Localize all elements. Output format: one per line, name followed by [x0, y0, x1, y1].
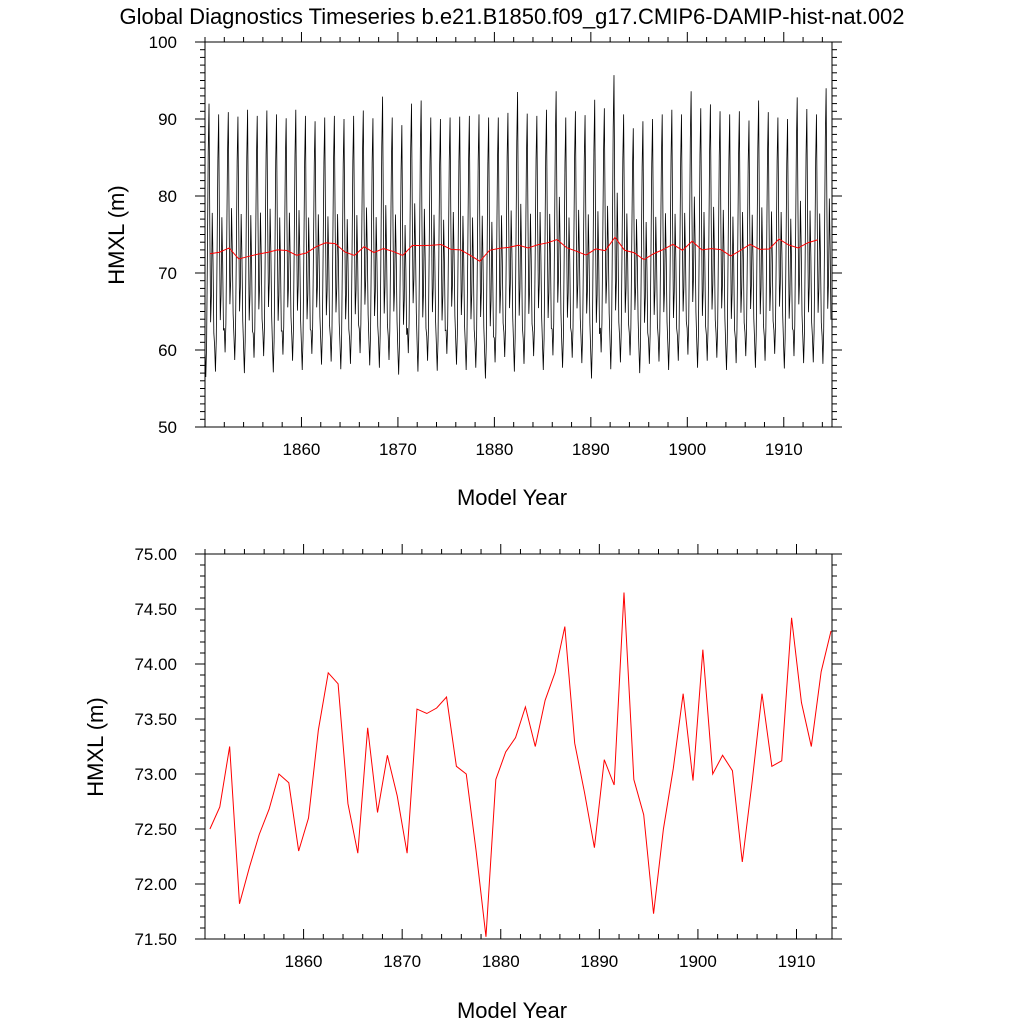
- y-tick-label: 74.50: [134, 600, 177, 619]
- x-tick-label: 1900: [668, 440, 706, 459]
- x-tick-label: 1890: [572, 440, 610, 459]
- bottom-panel: 1860 1870 1880 1890 1900 1910 71.50 72.00 72.50…: [83, 544, 842, 1023]
- top-monthly-series-line: [204, 75, 832, 379]
- top-x-tick-labels: 1860 1870 1880 1890 1900 1910: [283, 440, 803, 459]
- x-tick-label: 1860: [285, 952, 323, 971]
- y-tick-label: 71.50: [134, 930, 177, 949]
- bottom-annual-mean-series-line: [209, 592, 832, 937]
- x-tick-label: 1910: [765, 440, 803, 459]
- y-tick-label: 75.00: [134, 545, 177, 564]
- top-y-tick-labels: 50 60 70 80 90 100: [149, 33, 177, 437]
- y-tick-label: 80: [158, 187, 177, 206]
- x-tick-label: 1880: [475, 440, 513, 459]
- x-tick-label: 1890: [580, 952, 618, 971]
- bottom-plot-frame: [204, 553, 833, 940]
- top-x-axis-label: Model Year: [457, 485, 567, 510]
- y-tick-label: 74.00: [134, 655, 177, 674]
- y-tick-label: 73.50: [134, 710, 177, 729]
- y-tick-label: 72.00: [134, 875, 177, 894]
- y-tick-label: 60: [158, 341, 177, 360]
- x-tick-label: 1870: [379, 440, 417, 459]
- y-tick-label: 73.00: [134, 765, 177, 784]
- top-y-axis-label: HMXL (m): [104, 185, 129, 284]
- y-tick-label: 100: [149, 33, 177, 52]
- y-tick-label: 70: [158, 264, 177, 283]
- x-tick-label: 1870: [383, 952, 421, 971]
- bottom-y-tick-labels: 71.50 72.00 72.50 73.00 73.50 74.00 74.50 75.00: [134, 545, 177, 949]
- bottom-x-axis-label: Model Year: [457, 998, 567, 1023]
- bottom-axis-ticks: [195, 544, 842, 940]
- x-tick-label: 1860: [283, 440, 321, 459]
- y-tick-label: 90: [158, 110, 177, 129]
- y-tick-label: 50: [158, 418, 177, 437]
- y-tick-label: 72.50: [134, 820, 177, 839]
- figure-title: Global Diagnostics Timeseries b.e21.B185…: [119, 4, 904, 29]
- top-panel: 1860 1870 1880 1890 1900 1910 50 60 70 80 90 100 M…: [104, 32, 842, 510]
- x-tick-label: 1900: [679, 952, 717, 971]
- bottom-y-axis-label: HMXL (m): [83, 697, 108, 796]
- x-tick-label: 1910: [778, 952, 816, 971]
- x-tick-label: 1880: [482, 952, 520, 971]
- top-axis-ticks: [195, 32, 842, 428]
- top-annual-mean-series-line: [209, 236, 818, 262]
- bottom-x-tick-labels: 1860 1870 1880 1890 1900 1910: [285, 952, 816, 971]
